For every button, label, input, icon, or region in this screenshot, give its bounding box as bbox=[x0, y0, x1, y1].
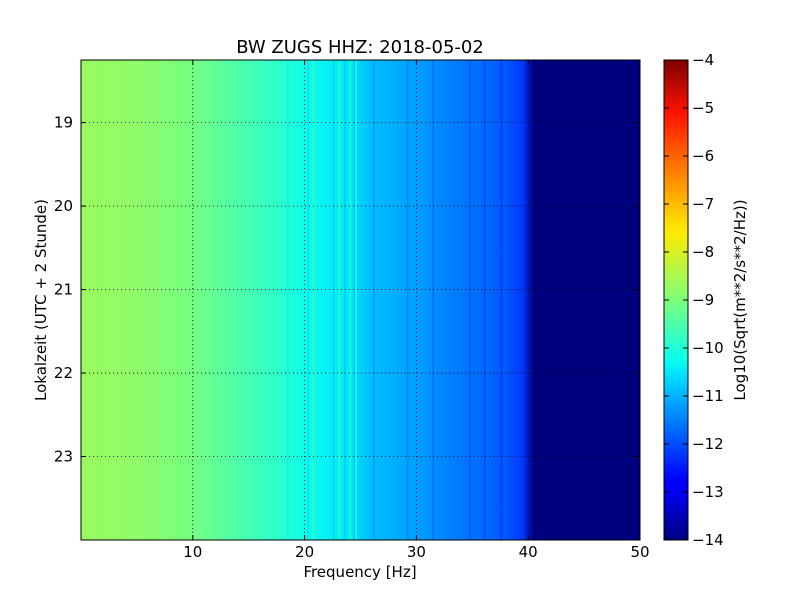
y-tick-label: 21 bbox=[54, 281, 73, 299]
spectral-line bbox=[344, 60, 346, 540]
spectral-line bbox=[483, 60, 486, 540]
spectral-line bbox=[287, 60, 289, 540]
colorbar-tick-label: −9 bbox=[692, 291, 714, 309]
colorbar-tick-label: −4 bbox=[692, 51, 714, 69]
colorbar-tick-label: −10 bbox=[692, 339, 724, 357]
spectral-line bbox=[307, 60, 309, 540]
spectral-line bbox=[469, 60, 471, 540]
spectral-line bbox=[406, 60, 409, 540]
grid-lines bbox=[81, 60, 640, 540]
y-axis-label: Lokalzeit (UTC + 2 Stunde) bbox=[32, 199, 50, 401]
x-tick-label: 10 bbox=[183, 543, 202, 561]
plot-frame bbox=[80, 59, 641, 541]
bright-line bbox=[355, 60, 357, 540]
y-tick-label: 22 bbox=[54, 364, 73, 382]
x-ticks: 10 20 30 40 50 bbox=[183, 60, 650, 561]
x-tick-label: 30 bbox=[407, 543, 426, 561]
colorbar-tick-label: −5 bbox=[692, 99, 714, 117]
spectral-line bbox=[354, 60, 356, 540]
bright-line bbox=[338, 60, 341, 540]
spectrogram-image bbox=[81, 60, 640, 540]
y-tick-label: 23 bbox=[54, 448, 73, 466]
spectral-line bbox=[332, 60, 335, 540]
colorbar-tick-label: −12 bbox=[692, 435, 724, 453]
spectral-lines bbox=[287, 60, 503, 540]
x-tick-label: 50 bbox=[630, 543, 649, 561]
colorbar-ticks: −4 −5 −6 −7 −8 −9 −10 −11 −12 −13 −14 bbox=[664, 51, 724, 549]
y-tick-label: 20 bbox=[54, 197, 73, 215]
spectral-line bbox=[432, 60, 434, 540]
chart-title: BW ZUGS HHZ: 2018-05-02 bbox=[236, 37, 484, 58]
bright-line bbox=[312, 60, 315, 540]
x-axis-label: Frequency [Hz] bbox=[303, 563, 416, 581]
x-tick-label: 20 bbox=[295, 543, 314, 561]
spectral-line bbox=[373, 60, 375, 540]
colorbar-tick-label: −6 bbox=[692, 147, 714, 165]
x-tick-label: 40 bbox=[519, 543, 538, 561]
plot-area bbox=[81, 60, 640, 540]
y-tick-label: 19 bbox=[54, 114, 73, 132]
colorbar-tick-label: −11 bbox=[692, 387, 724, 405]
colorbar-tick-label: −8 bbox=[692, 243, 714, 261]
spectral-line bbox=[500, 60, 503, 540]
y-ticks: 19 20 21 22 23 bbox=[54, 114, 640, 466]
colorbar-label: Log10(Sqrt(m**2/s**2/Hz)) bbox=[731, 199, 749, 400]
bright-line bbox=[349, 60, 352, 540]
colorbar-tick-label: −7 bbox=[692, 195, 714, 213]
colorbar-tick-label: −13 bbox=[692, 483, 724, 501]
colorbar-tick-label: −14 bbox=[692, 531, 724, 549]
